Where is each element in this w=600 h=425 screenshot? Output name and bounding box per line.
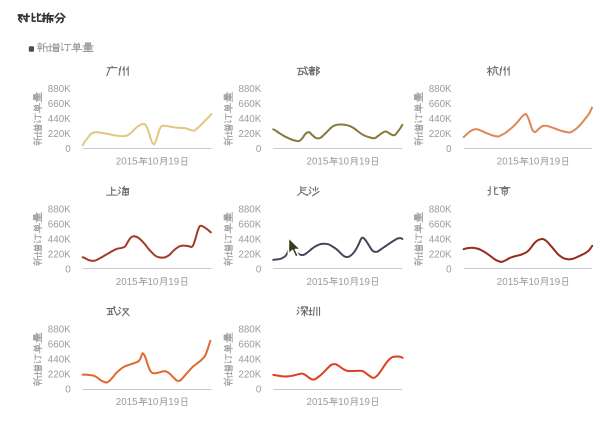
- svg-text:440K: 440K: [48, 114, 71, 125]
- svg-text:0: 0: [256, 264, 262, 275]
- svg-text:440K: 440K: [238, 114, 261, 125]
- svg-text:440K: 440K: [48, 234, 71, 245]
- svg-text:880K: 880K: [48, 325, 71, 336]
- svg-text:880K: 880K: [48, 84, 71, 95]
- svg-text:660K: 660K: [48, 340, 71, 351]
- svg-text:660K: 660K: [238, 340, 261, 351]
- svg-text:440K: 440K: [238, 355, 261, 366]
- svg-text:220K: 220K: [238, 249, 261, 260]
- svg-text:880K: 880K: [238, 325, 261, 336]
- svg-text:880K: 880K: [429, 84, 452, 95]
- svg-text:0: 0: [446, 264, 452, 275]
- svg-text:880K: 880K: [429, 204, 452, 215]
- svg-text:220K: 220K: [48, 249, 71, 260]
- svg-text:880K: 880K: [238, 84, 261, 95]
- svg-text:660K: 660K: [48, 99, 71, 110]
- svg-text:880K: 880K: [48, 204, 71, 215]
- svg-text:0: 0: [256, 385, 262, 396]
- svg-text:0: 0: [446, 144, 452, 155]
- svg-text:220K: 220K: [48, 370, 71, 381]
- svg-text:440K: 440K: [48, 355, 71, 366]
- svg-text:220K: 220K: [429, 249, 452, 260]
- svg-text:0: 0: [65, 264, 71, 275]
- svg-text:440K: 440K: [238, 234, 261, 245]
- svg-text:0: 0: [65, 385, 71, 396]
- svg-text:660K: 660K: [48, 219, 71, 230]
- svg-text:880K: 880K: [238, 204, 261, 215]
- svg-text:0: 0: [256, 144, 262, 155]
- svg-text:220K: 220K: [429, 129, 452, 140]
- svg-text:0: 0: [65, 144, 71, 155]
- svg-text:440K: 440K: [429, 234, 452, 245]
- svg-text:220K: 220K: [238, 370, 261, 381]
- svg-text:660K: 660K: [429, 99, 452, 110]
- svg-text:660K: 660K: [429, 219, 452, 230]
- svg-text:220K: 220K: [238, 129, 261, 140]
- svg-text:660K: 660K: [238, 99, 261, 110]
- svg-text:660K: 660K: [238, 219, 261, 230]
- svg-text:220K: 220K: [48, 129, 71, 140]
- svg-text:440K: 440K: [429, 114, 452, 125]
